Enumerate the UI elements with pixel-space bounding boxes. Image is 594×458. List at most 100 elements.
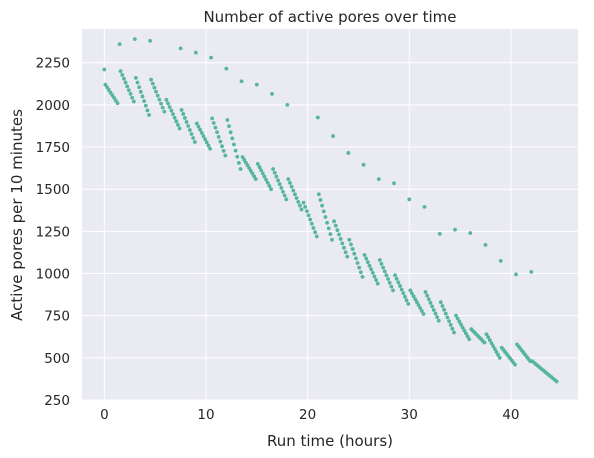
data-point [326,226,331,231]
data-point [248,168,253,173]
data-point [345,254,350,259]
data-point [138,89,143,94]
data-point [398,284,402,288]
data-point [445,315,450,320]
data-point [221,148,226,153]
data-point [423,290,428,294]
data-point [133,76,138,80]
data-point [416,303,421,308]
data-point [117,42,122,47]
data-point [148,38,153,43]
data-point [187,128,192,132]
data-point [450,326,455,331]
data-point [198,127,203,132]
y-tick-label: 250 [44,393,70,409]
x-tick-label: 20 [299,407,316,423]
data-point [318,198,323,202]
data-point [242,158,247,162]
data-point [381,265,386,270]
data-point [128,92,133,96]
data-point [340,241,345,246]
data-point [443,311,448,316]
data-point [452,330,456,335]
data-point [453,227,457,232]
data-point [421,312,426,316]
data-point [358,270,363,275]
data-point [122,76,126,81]
y-tick-label: 2250 [36,56,70,72]
data-point [448,323,453,327]
data-point [227,124,231,129]
data-point [237,160,241,165]
data-point [102,67,107,72]
data-point [386,277,390,281]
y-tick-label: 750 [44,309,70,325]
data-point [325,220,329,225]
data-point [225,118,230,122]
data-point [315,115,320,120]
data-point [440,304,445,308]
data-point [132,37,137,42]
y-tick-labels: 250 500 750 1000 1250 1500 1750 2000 2250 [36,56,70,409]
data-point [269,187,273,192]
data-point [406,301,411,306]
data-point [496,352,500,357]
grid-lines [82,29,578,401]
data-point [347,237,352,242]
y-tick-label: 2000 [36,98,70,114]
data-point [282,193,287,198]
data-point [415,300,419,305]
data-point [337,232,341,237]
x-tick-labels: 0 10 20 30 40 [100,407,519,423]
data-point [447,319,451,324]
data-point [252,174,257,179]
data-point [120,73,125,77]
data-point [459,322,463,327]
data-point [276,178,280,183]
data-point [413,297,418,302]
data-point [213,125,218,130]
data-point [387,280,392,285]
data-point [396,280,401,285]
data-point [245,163,250,168]
data-point [272,170,277,175]
data-point [206,143,211,148]
data-point [467,337,472,342]
data-point [513,362,517,367]
data-point [143,103,148,108]
data-point [492,347,497,351]
data-point [433,311,438,316]
data-point [411,294,416,299]
data-point [401,291,406,296]
data-point [369,267,374,272]
data-point [399,287,404,292]
data-point [437,231,442,236]
y-tick-label: 1500 [36,182,70,198]
data-point [192,140,197,144]
data-point [338,237,343,241]
y-tick-label: 1250 [36,224,70,240]
data-point [393,273,397,278]
data-point [118,69,123,74]
data-point [330,237,334,242]
data-point [277,182,282,187]
data-point [172,115,177,120]
data-point [349,242,353,247]
x-tick-label: 30 [401,407,418,423]
data-point [465,334,470,339]
data-point [243,160,248,165]
data-point [360,275,365,279]
data-point [364,256,369,261]
data-point [174,119,179,124]
data-point [392,181,396,186]
data-point [328,232,333,237]
data-point [238,167,243,171]
data-point [210,116,215,121]
data-point [436,318,441,323]
data-point [304,209,309,214]
plot-background [82,29,578,400]
data-point [301,200,306,205]
data-point [389,284,394,289]
y-axis-label: Active pores per 10 minutes [8,109,26,321]
y-tick-label: 1000 [36,267,70,283]
